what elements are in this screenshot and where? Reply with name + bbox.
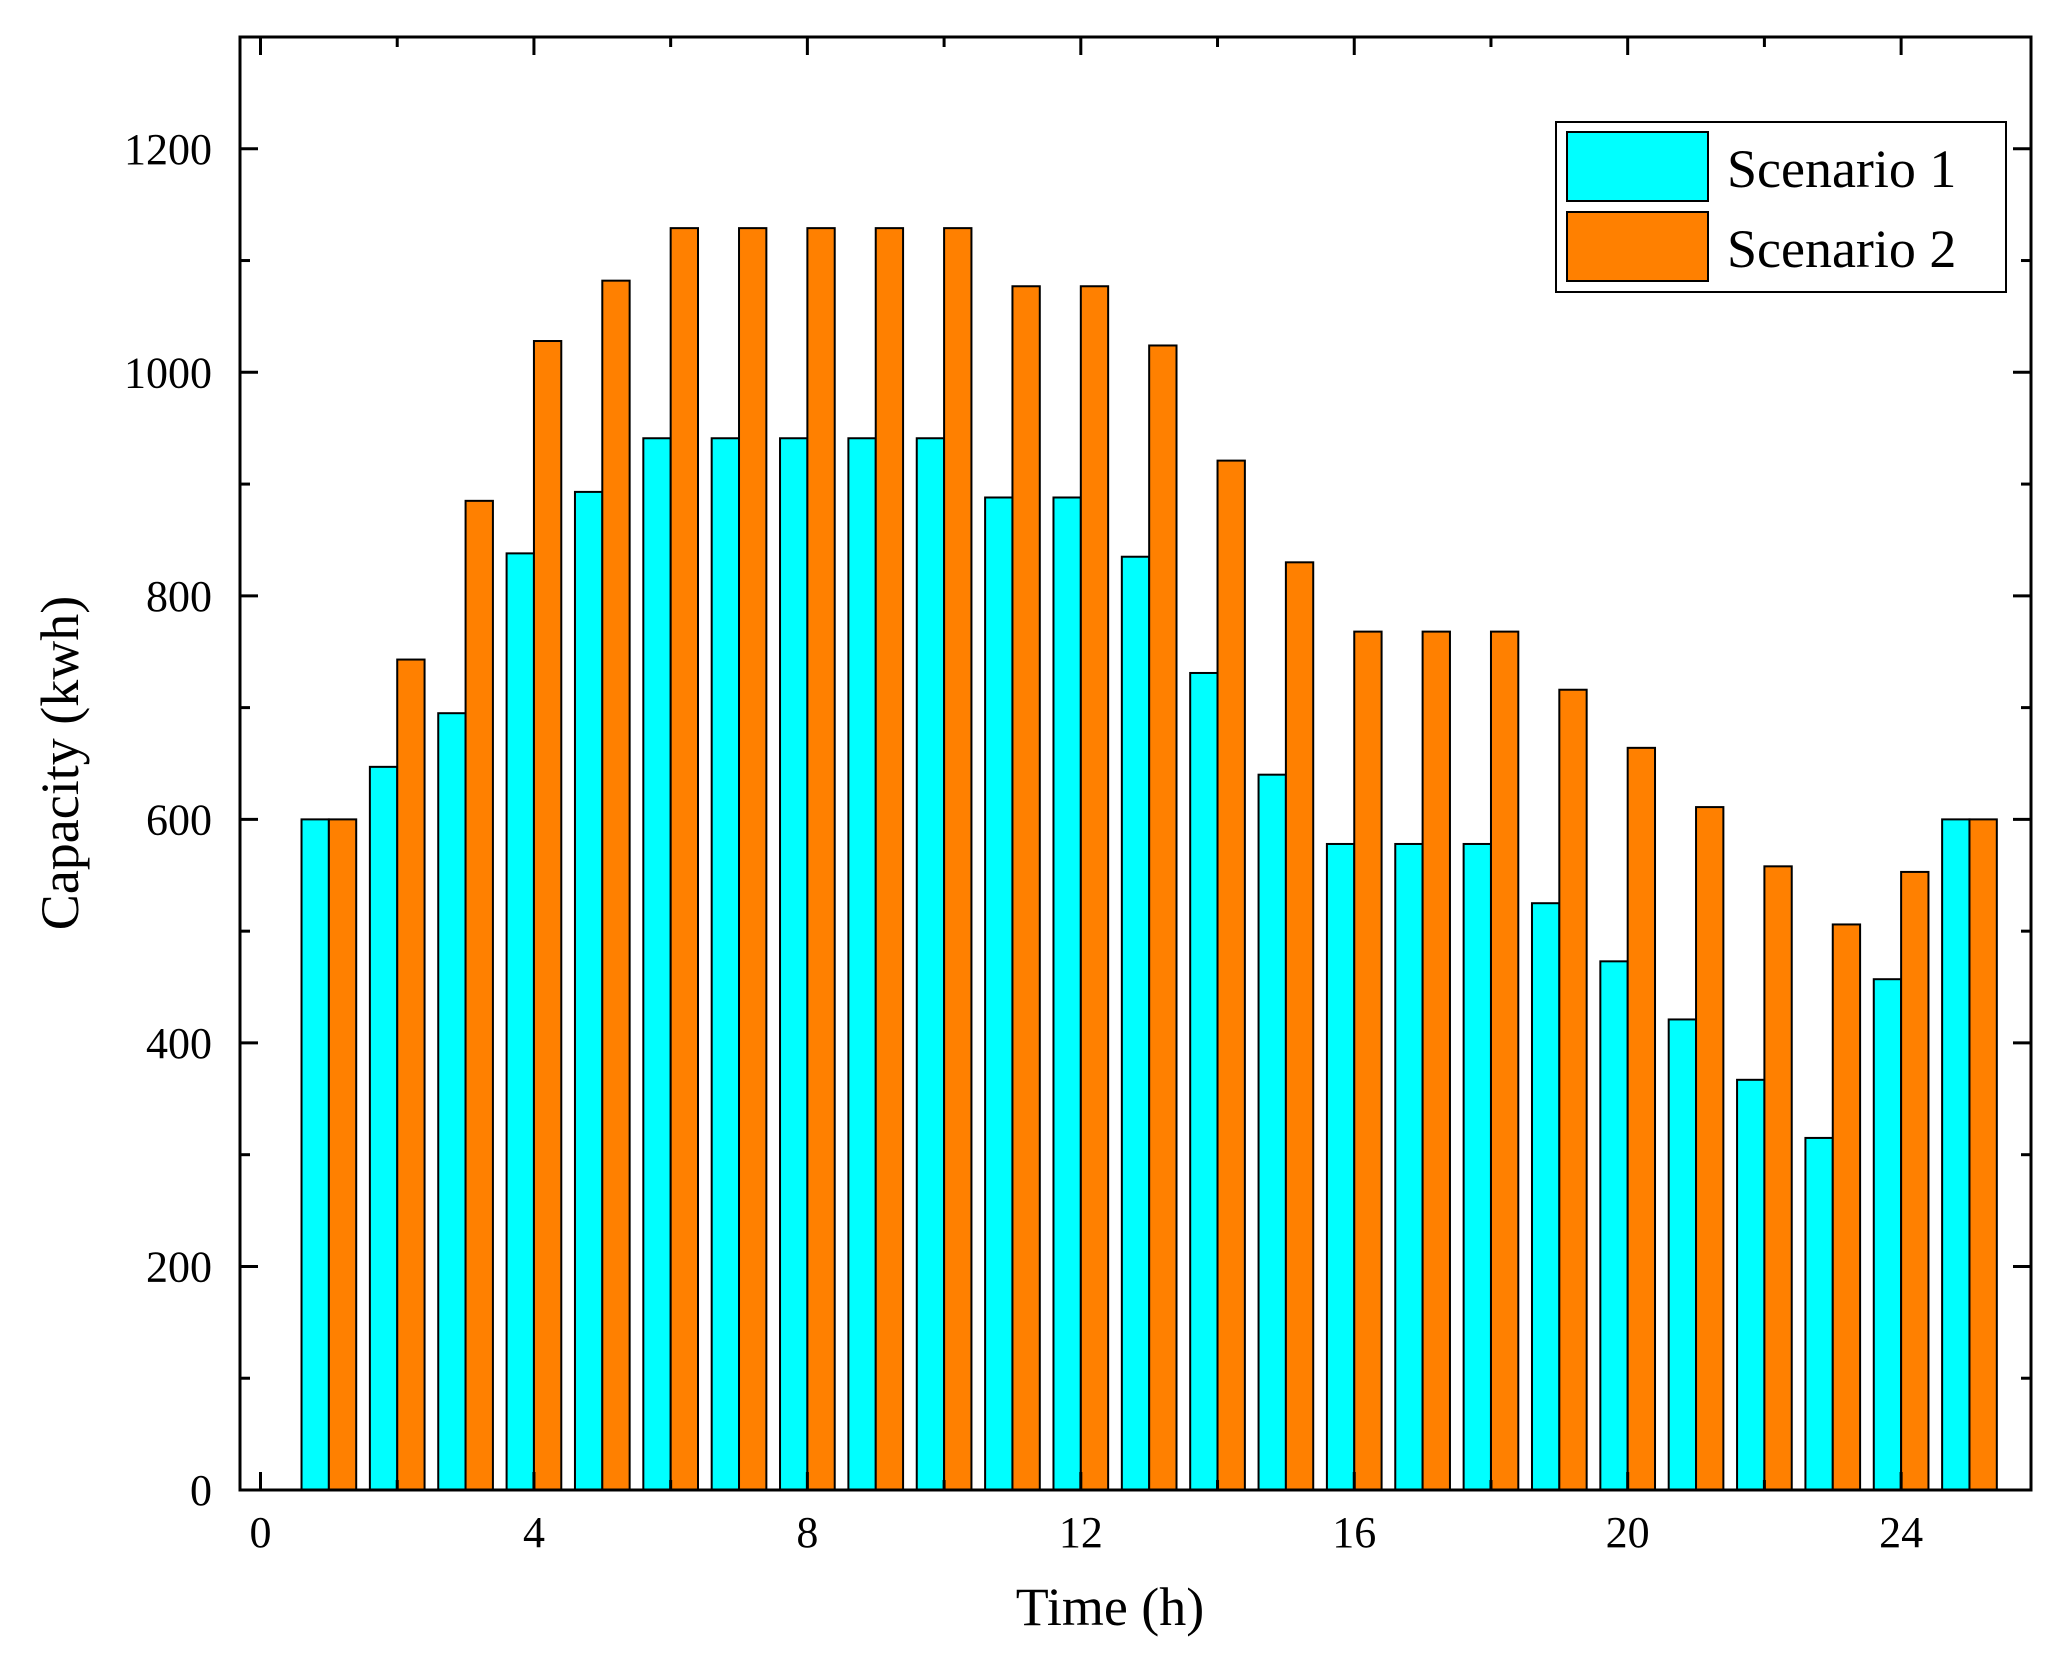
bar-scenario-2-t25 [1968, 818, 1998, 1491]
bar-scenario-2-t23 [1831, 923, 1862, 1491]
bar-scenario-2-t18 [1489, 630, 1520, 1491]
bar-scenario-1-t15 [1257, 773, 1287, 1491]
bar-scenario-1-t16 [1325, 842, 1356, 1491]
bar-scenario-1-t12 [1052, 496, 1082, 1491]
bar-scenario-1-t5 [573, 490, 604, 1491]
bar-scenario-1-t10 [915, 437, 946, 1491]
y-tick-label: 200 [146, 1242, 212, 1291]
plot-frame [238, 35, 2033, 1492]
y-tick-label: 400 [146, 1019, 212, 1068]
x-tick-label: 8 [796, 1508, 818, 1557]
bar-scenario-2-t17 [1421, 630, 1451, 1491]
bar-scenario-1-t9 [847, 437, 877, 1491]
bar-scenario-2-t20 [1626, 746, 1657, 1491]
y-axis-ticks: 0 200 400 600 800 1000 1200 [124, 35, 2031, 1515]
bar-scenario-1-t19 [1530, 902, 1561, 1491]
bar-scenario-2-t24 [1900, 870, 1930, 1491]
bar-scenario-2-t12 [1079, 285, 1110, 1491]
bar-scenario-1-t18 [1462, 842, 1492, 1491]
bar-scenario-2-t2 [396, 658, 426, 1491]
bar-scenario-2-t19 [1558, 688, 1588, 1491]
x-tick-label: 0 [250, 1508, 272, 1557]
bar-scenario-2-t4 [532, 340, 563, 1491]
bar-scenario-2-t22 [1763, 865, 1793, 1491]
bar-scenario-1-t17 [1394, 842, 1424, 1491]
bar-scenario-1-t3 [437, 712, 467, 1491]
bar-scenario-1-t21 [1667, 1018, 1698, 1491]
y-tick-label: 1200 [124, 125, 212, 174]
legend-swatch-scenario-1 [1566, 131, 1709, 202]
x-axis-ticks: 0 4 8 12 16 20 24 [250, 37, 1923, 1557]
bar-scenario-2-t9 [874, 227, 905, 1491]
bar-scenario-2-t11 [1011, 285, 1041, 1491]
bar-scenario-1-t6 [642, 437, 672, 1491]
bar-scenario-1-t1 [300, 818, 330, 1491]
y-axis-title: Capacity (kwh) [30, 596, 90, 930]
y-tick-label: 800 [146, 572, 212, 621]
bar-scenario-1-t8 [779, 437, 809, 1491]
bar-scenario-1-t4 [505, 552, 535, 1491]
bar-scenario-2-t14 [1216, 459, 1246, 1491]
x-tick-label: 4 [523, 1508, 545, 1557]
legend-label-scenario-1: Scenario 1 [1727, 139, 1956, 199]
bar-scenario-2-t5 [601, 279, 631, 1491]
y-tick-label: 1000 [124, 348, 212, 397]
y-tick-label: 0 [190, 1466, 212, 1515]
bar-scenario-2-t13 [1148, 344, 1178, 1492]
bar-group [300, 227, 1998, 1492]
bar-scenario-2-t1 [327, 818, 358, 1491]
bar-scenario-1-t13 [1120, 555, 1151, 1491]
bar-scenario-1-t2 [368, 765, 399, 1491]
x-tick-label: 24 [1879, 1508, 1923, 1557]
bar-scenario-2-t6 [669, 227, 699, 1491]
bar-scenario-1-t24 [1872, 978, 1903, 1492]
bar-scenario-1-t25 [1941, 818, 1971, 1491]
bar-scenario-1-t7 [710, 437, 741, 1491]
x-axis-title: Time (h) [1016, 1577, 1205, 1637]
bar-scenario-1-t11 [984, 496, 1014, 1491]
x-tick-label: 20 [1606, 1508, 1650, 1557]
legend-swatch-scenario-2 [1566, 211, 1709, 282]
legend: Scenario 1 Scenario 2 [1555, 121, 2007, 293]
bar-scenario-2-t15 [1284, 561, 1315, 1491]
legend-label-scenario-2: Scenario 2 [1727, 219, 1956, 279]
bar-scenario-2-t7 [738, 227, 768, 1491]
x-tick-label: 12 [1059, 1508, 1103, 1557]
bar-scenario-1-t14 [1189, 671, 1219, 1491]
bar-scenario-2-t21 [1695, 806, 1725, 1491]
x-tick-label: 16 [1332, 1508, 1376, 1557]
bar-scenario-1-t23 [1804, 1136, 1834, 1492]
bar-scenario-2-t3 [464, 499, 494, 1491]
y-tick-label: 600 [146, 795, 212, 844]
bar-scenario-1-t22 [1736, 1078, 1766, 1492]
bar-scenario-2-t16 [1353, 630, 1383, 1491]
bar-scenario-1-t20 [1599, 960, 1629, 1491]
bar-scenario-2-t10 [943, 227, 973, 1491]
bar-scenario-2-t8 [806, 227, 836, 1491]
